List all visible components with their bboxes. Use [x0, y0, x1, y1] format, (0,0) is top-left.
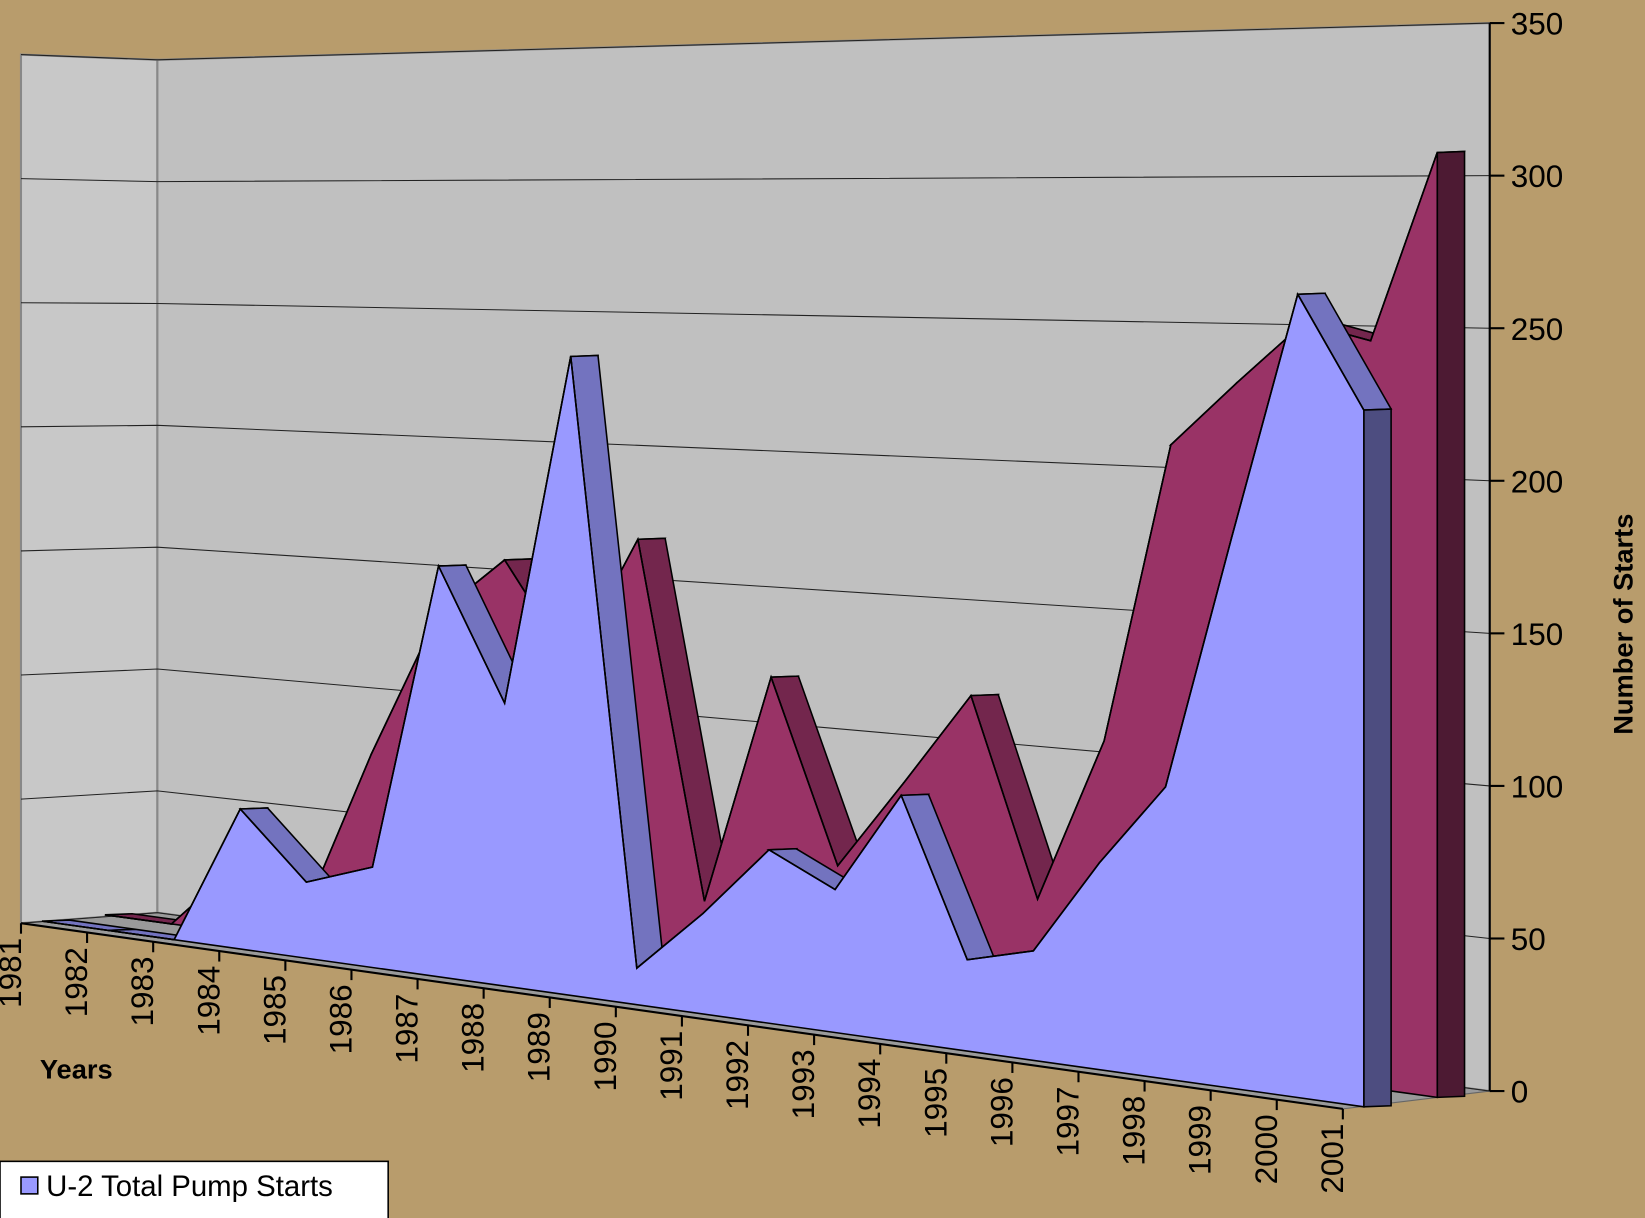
- left-wall: [19, 53, 159, 925]
- y-tick-label: 50: [1511, 922, 1546, 957]
- x-tick-label: 1982: [59, 947, 94, 1017]
- y-tick-label: 250: [1511, 312, 1564, 347]
- grid-line: [20, 22, 1490, 61]
- legend-box: [0, 1160, 389, 1218]
- x-tick-label: 2001: [1315, 1124, 1350, 1194]
- x-tick-label: 1990: [588, 1021, 623, 1091]
- y-tick-label: 0: [1511, 1075, 1529, 1110]
- x-tick-label: 1999: [1183, 1105, 1218, 1175]
- x-tick-label: 1994: [852, 1059, 887, 1129]
- x-tick-label: 1988: [456, 1003, 491, 1073]
- x-tick-label: 1985: [257, 975, 292, 1045]
- x-tick-label: 1993: [786, 1049, 821, 1119]
- area-line: [41, 292, 1365, 970]
- x-tick-label: 1996: [984, 1077, 1019, 1147]
- y-tick-label: 150: [1511, 617, 1564, 652]
- legend-swatch: [20, 1176, 39, 1195]
- x-tick-label: 1986: [323, 984, 358, 1054]
- x-tick-label: 1984: [191, 966, 226, 1036]
- grid-line: [20, 302, 1490, 329]
- x-tick-label: 1998: [1117, 1096, 1152, 1166]
- series: [41, 292, 1393, 1108]
- x-tick-label: 2000: [1249, 1114, 1284, 1184]
- area-line: [104, 152, 1439, 925]
- area-end-face: [1363, 408, 1392, 1108]
- x-tick-label: 1987: [390, 994, 425, 1064]
- y-tick-label: 350: [1511, 7, 1564, 42]
- x-tick-label: 1989: [522, 1012, 557, 1082]
- x-tick-label: 1992: [720, 1040, 755, 1110]
- grid-line: [20, 175, 1490, 183]
- legend-label: U-2 Total Pump Starts: [46, 1170, 333, 1203]
- grid-line: [20, 668, 1490, 787]
- y-axis-title: Number of Starts: [1607, 514, 1638, 735]
- x-tick-label: 1981: [0, 938, 28, 1008]
- plot: [41, 150, 1466, 1108]
- grid-line: [20, 424, 1490, 482]
- grid-line: [20, 546, 1490, 634]
- y-tick-label: 300: [1511, 159, 1564, 194]
- y-tick-label: 100: [1511, 769, 1564, 804]
- x-axis-title: Years: [40, 1053, 113, 1084]
- y-tick-label: 200: [1511, 464, 1564, 499]
- x-tick-label: 1983: [125, 956, 160, 1026]
- x-tick-label: 1995: [918, 1068, 953, 1138]
- area-end-face: [1436, 150, 1466, 1099]
- legend: U-2 Total Pump Starts: [0, 1160, 389, 1218]
- x-tick-label: 1991: [654, 1031, 689, 1101]
- x-tick-label: 1997: [1050, 1086, 1085, 1156]
